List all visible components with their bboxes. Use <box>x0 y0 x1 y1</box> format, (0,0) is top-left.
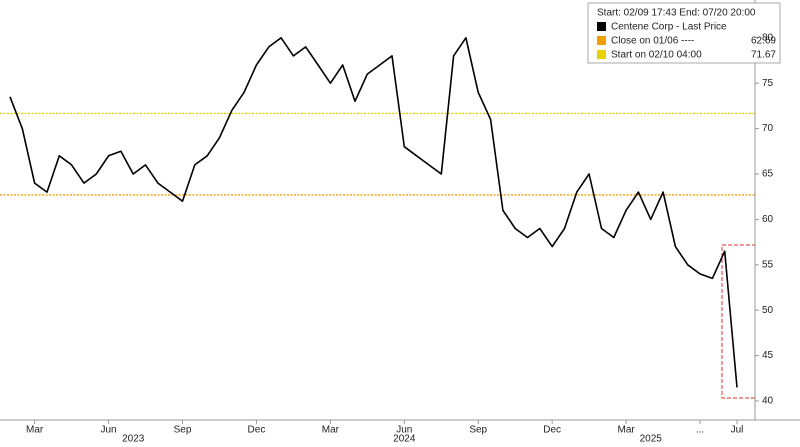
x-tick-label: Dec <box>248 425 266 436</box>
y-tick-label: 75 <box>762 78 774 89</box>
legend-swatch <box>597 50 606 59</box>
x-tick-label: Sep <box>469 425 487 436</box>
y-tick-label: 50 <box>762 305 774 316</box>
legend-swatch <box>597 22 606 31</box>
legend-swatch <box>597 36 606 45</box>
year-label: 2023 <box>122 434 145 445</box>
legend-header: Start: 02/09 17:43 End: 07/20 20:00 <box>597 8 756 19</box>
y-tick-label: 60 <box>762 214 774 225</box>
legend-label: Centene Corp - Last Price <box>611 22 727 33</box>
y-tick-label: 55 <box>762 259 774 270</box>
x-tick-label: Mar <box>26 425 44 436</box>
y-tick-label: 65 <box>762 169 774 180</box>
x-tick-label: Mar <box>617 425 635 436</box>
legend-label: Close on 01/06 ---- <box>611 36 694 47</box>
x-tick-label: Sep <box>174 425 192 436</box>
x-tick-label: ... <box>696 425 704 436</box>
y-tick-label: 40 <box>762 396 774 407</box>
legend-value: 71.67 <box>751 50 776 61</box>
legend-value: 62.69 <box>751 36 776 47</box>
y-tick-label: 70 <box>762 123 774 134</box>
year-label: 2024 <box>393 434 416 445</box>
legend-box <box>587 2 781 64</box>
y-tick-label: 45 <box>762 350 774 361</box>
x-tick-label: Jun <box>396 425 412 436</box>
y-tick-label: 80 <box>762 32 774 43</box>
price-line <box>9 37 738 388</box>
x-tick-label: Dec <box>543 425 561 436</box>
x-tick-label: Jul <box>731 425 744 436</box>
legend-label: Start on 02/10 04:00 <box>611 50 702 61</box>
year-label: 2025 <box>640 434 663 445</box>
x-tick-label: Mar <box>322 425 340 436</box>
x-tick-label: Jun <box>101 425 117 436</box>
